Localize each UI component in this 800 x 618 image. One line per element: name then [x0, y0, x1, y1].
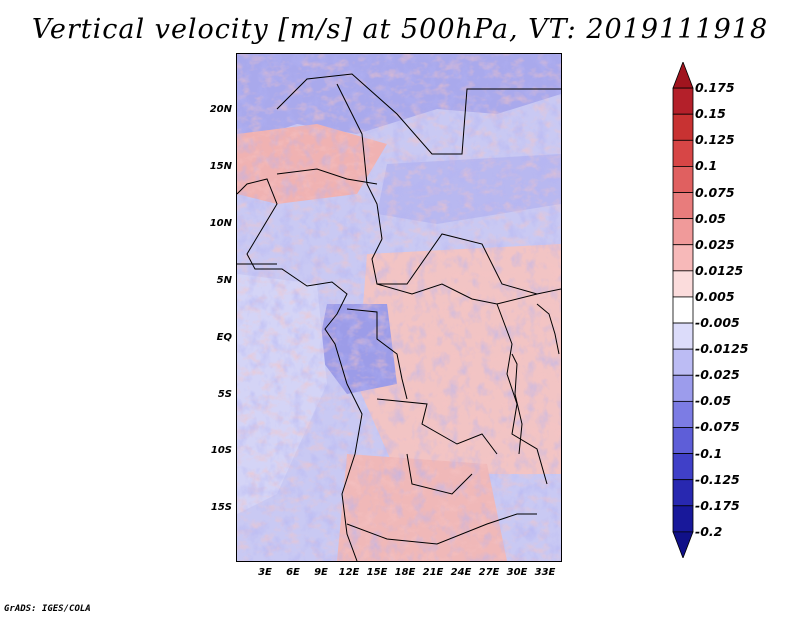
lon-label: 9E	[314, 567, 328, 578]
colorbar-segment	[672, 166, 694, 193]
lon-label: 27E	[478, 567, 500, 578]
colorbar-segment	[672, 453, 694, 481]
colorbar-label: -0.175	[695, 497, 740, 513]
colorbar-segment	[672, 400, 694, 428]
lon-label: 18E	[394, 567, 416, 578]
colorbar-label: -0.2	[695, 523, 723, 539]
colorbar-label: 0.025	[695, 236, 735, 252]
colorbar-segment	[672, 218, 694, 246]
lat-label: 20N	[209, 104, 232, 115]
colorbar-label: -0.125	[695, 471, 740, 487]
lon-label: 30E	[506, 567, 528, 578]
colorbar-label: -0.0125	[695, 341, 749, 357]
colorbar-segment	[672, 427, 694, 454]
colorbar-label: -0.05	[695, 393, 732, 409]
colorbar-segment	[672, 322, 694, 350]
colorbar-label: 0.15	[695, 106, 726, 122]
colorbar-segment	[672, 270, 694, 298]
lat-label: 10N	[209, 218, 232, 229]
map-panel	[236, 53, 562, 562]
colorbar-label: 0.005	[695, 288, 735, 304]
vertical-velocity-field	[237, 54, 561, 561]
colorbar-label: -0.025	[695, 367, 740, 383]
colorbar-segment	[672, 87, 694, 115]
lat-label: 15N	[209, 161, 232, 172]
colorbar-segment	[672, 62, 694, 89]
colorbar-label: 0.0125	[695, 262, 744, 278]
colorbar-label: -0.005	[695, 315, 740, 331]
colorbar-label: 0.075	[695, 184, 735, 200]
colorbar-segment	[672, 348, 694, 376]
lon-label: 24E	[450, 567, 472, 578]
colorbar-label: 0.175	[695, 80, 735, 96]
colorbar-segment	[672, 192, 694, 220]
lat-label: 15S	[210, 502, 232, 513]
colorbar-segment	[672, 505, 694, 533]
colorbar-segment	[672, 296, 694, 324]
colorbar-segment	[672, 531, 694, 558]
colorbar-label: -0.075	[695, 419, 740, 435]
lon-label: 33E	[534, 567, 556, 578]
colorbar-segment	[672, 374, 694, 402]
colorbar-label: 0.1	[695, 158, 718, 174]
lat-label: EQ	[216, 332, 232, 343]
colorbar-label: -0.1	[695, 445, 723, 461]
lat-label: 5N	[216, 275, 232, 286]
coastlines-borders	[237, 73, 561, 561]
lon-label: 6E	[286, 567, 300, 578]
colorbar-label: 0.05	[695, 210, 726, 226]
colorbar-segment	[672, 139, 694, 167]
map-title: Vertical velocity [m/s] at 500hPa, VT: 2…	[31, 14, 769, 45]
lon-label: 21E	[422, 567, 444, 578]
lon-label: 15E	[366, 567, 388, 578]
negative-noise-texture	[237, 54, 561, 561]
colorbar-segment	[672, 244, 694, 272]
colorbar-label: 0.125	[695, 132, 735, 148]
lon-label: 12E	[338, 567, 360, 578]
grads-credit: GrADS: IGES/COLA	[4, 604, 91, 614]
lon-label: 3E	[258, 567, 272, 578]
colorbar-segment	[672, 479, 694, 507]
colorbar-segment	[672, 113, 694, 141]
colorbar	[672, 62, 694, 558]
lat-label: 10S	[210, 445, 232, 456]
lat-label: 5S	[217, 389, 232, 400]
